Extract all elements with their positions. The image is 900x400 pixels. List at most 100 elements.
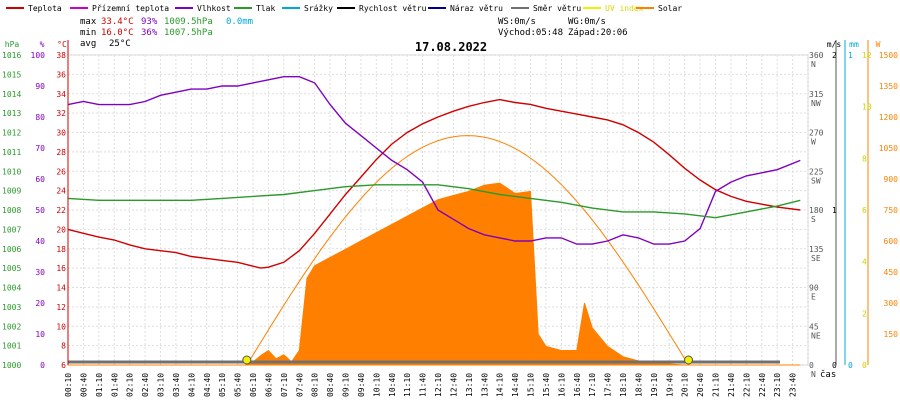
legend-label: Směr větru	[533, 4, 581, 13]
pressure-tick-label: 1014	[2, 90, 21, 99]
x-tick-label: 23:10	[773, 373, 782, 397]
x-tick-label: 16:10	[557, 373, 566, 397]
x-tick-label: 00:10	[64, 373, 73, 397]
legend-label: Náraz větru	[450, 4, 503, 13]
wind-direction-tick: 0	[809, 361, 814, 370]
x-tick-label: 09:40	[357, 373, 366, 397]
x-tick-label: 15:10	[527, 373, 536, 397]
humidity-tick-label: 70	[35, 144, 45, 153]
solar-tick: 1350	[879, 82, 898, 91]
legend-label: Solar	[658, 4, 682, 13]
x-tick-label: 17:10	[588, 373, 597, 397]
x-tick-label: 11:10	[403, 373, 412, 397]
solar-axis-unit: W	[876, 40, 881, 49]
solar-tick: 900	[884, 175, 899, 184]
wind-direction-tick: 135	[809, 245, 824, 254]
temperature-tick-label: 34	[56, 90, 66, 99]
x-tick-label: 08:40	[326, 373, 335, 397]
pressure-tick-label: 1015	[2, 70, 21, 79]
pressure-tick-label: 1000	[2, 361, 21, 370]
x-tick-label: 17:40	[604, 373, 613, 397]
sun-marker	[684, 355, 694, 365]
humidity-tick-label: 10	[35, 330, 45, 339]
pressure-tick-label: 1003	[2, 303, 21, 312]
x-tick-label: 11:40	[419, 373, 428, 397]
pressure-tick-label: 1009	[2, 187, 21, 196]
humidity-axis-unit: %	[40, 40, 45, 49]
temperature-tick-label: 20	[56, 225, 66, 234]
wind-speed-axis-unit: m/s	[827, 40, 842, 49]
pressure-tick-label: 1002	[2, 322, 21, 331]
temperature-tick-label: 26	[56, 167, 66, 176]
humidity-tick-label: 50	[35, 206, 45, 215]
wind-direction-name: S	[811, 215, 816, 224]
max-temp: 33.4°C	[101, 17, 134, 27]
temperature-tick-label: 18	[56, 245, 66, 254]
sun-marker	[242, 355, 252, 365]
wind-direction-tick: 360	[809, 51, 824, 60]
uv-tick: 6	[862, 206, 867, 215]
x-tick-label: 05:40	[234, 373, 243, 397]
humidity-tick-label: 80	[35, 113, 45, 122]
x-tick-label: 06:40	[264, 373, 273, 397]
max-humidity: 93%	[141, 17, 158, 27]
x-tick-label: 10:10	[372, 373, 381, 397]
pressure-tick-label: 1016	[2, 51, 21, 60]
wind-direction-name: W	[811, 138, 816, 147]
pressure-tick-label: 1011	[2, 148, 21, 157]
wind-direction-tick: 180	[809, 206, 824, 215]
pressure-tick-label: 1004	[2, 284, 21, 293]
sunset: Západ:20:06	[568, 28, 628, 38]
x-tick-label: 04:10	[187, 373, 196, 397]
wind-direction-name: NE	[811, 331, 821, 340]
legend-label: Rychlost větru	[359, 4, 427, 13]
x-tick-label: 18:10	[619, 373, 628, 397]
min-humidity: 36%	[141, 28, 158, 38]
pressure-tick-label: 1013	[2, 109, 21, 118]
legend-label: Vlhkost	[197, 4, 231, 13]
pressure-tick-label: 1012	[2, 129, 21, 138]
chart-axes: hPa% °C1000100110021003100410051006100710…	[2, 40, 898, 397]
x-tick-label: 22:10	[742, 373, 751, 397]
wind-gust-now: WG:0m/s	[568, 17, 606, 27]
legend-label: Teplota	[28, 4, 62, 13]
wind-direction-name: SE	[811, 254, 821, 263]
wind-direction-tick: 225	[809, 167, 824, 176]
wind-speed-now: WS:0m/s	[498, 17, 536, 27]
x-tick-label: 07:10	[280, 373, 289, 397]
x-tick-label: 15:40	[542, 373, 551, 397]
x-tick-label: 19:40	[665, 373, 674, 397]
legend-label: UV index	[605, 4, 644, 13]
x-tick-label: 20:40	[696, 373, 705, 397]
wind-direction-tick: 45	[809, 322, 819, 331]
temperature-tick-label: 14	[56, 284, 66, 293]
humidity-tick-label: 40	[35, 237, 45, 246]
x-tick-label: 12:40	[449, 373, 458, 397]
x-tick-label: 04:40	[203, 373, 212, 397]
x-tick-label: 13:40	[480, 373, 489, 397]
wind-direction-name: N	[811, 370, 816, 379]
x-tick-label: 02:10	[126, 373, 135, 397]
rain-total: 0.0mm	[226, 17, 253, 27]
humidity-tick-label: 100	[31, 51, 46, 60]
wind-direction-name: E	[811, 293, 816, 302]
x-tick-label: 18:40	[634, 373, 643, 397]
max-label: max	[80, 17, 97, 27]
x-tick-label: 00:40	[79, 373, 88, 397]
x-tick-label: 01:40	[110, 373, 119, 397]
humidity-tick-label: 30	[35, 268, 45, 277]
rain-axis-unit: mm	[849, 40, 859, 49]
rain-tick: 1	[848, 51, 853, 60]
temperature-tick-label: 32	[56, 109, 66, 118]
legend-label: Tlak	[256, 4, 275, 13]
avg-label: avg	[80, 39, 96, 49]
temperature-axis-unit: °C	[57, 40, 67, 49]
x-tick-label: 02:40	[141, 373, 150, 397]
pressure-axis-unit: hPa	[5, 40, 20, 49]
x-tick-label: 03:10	[157, 373, 166, 397]
pressure-tick-label: 1006	[2, 245, 21, 254]
x-tick-label: 12:10	[434, 373, 443, 397]
x-tick-label: 22:40	[758, 373, 767, 397]
uv-tick: 2	[862, 309, 867, 318]
min-label: min	[80, 28, 96, 38]
